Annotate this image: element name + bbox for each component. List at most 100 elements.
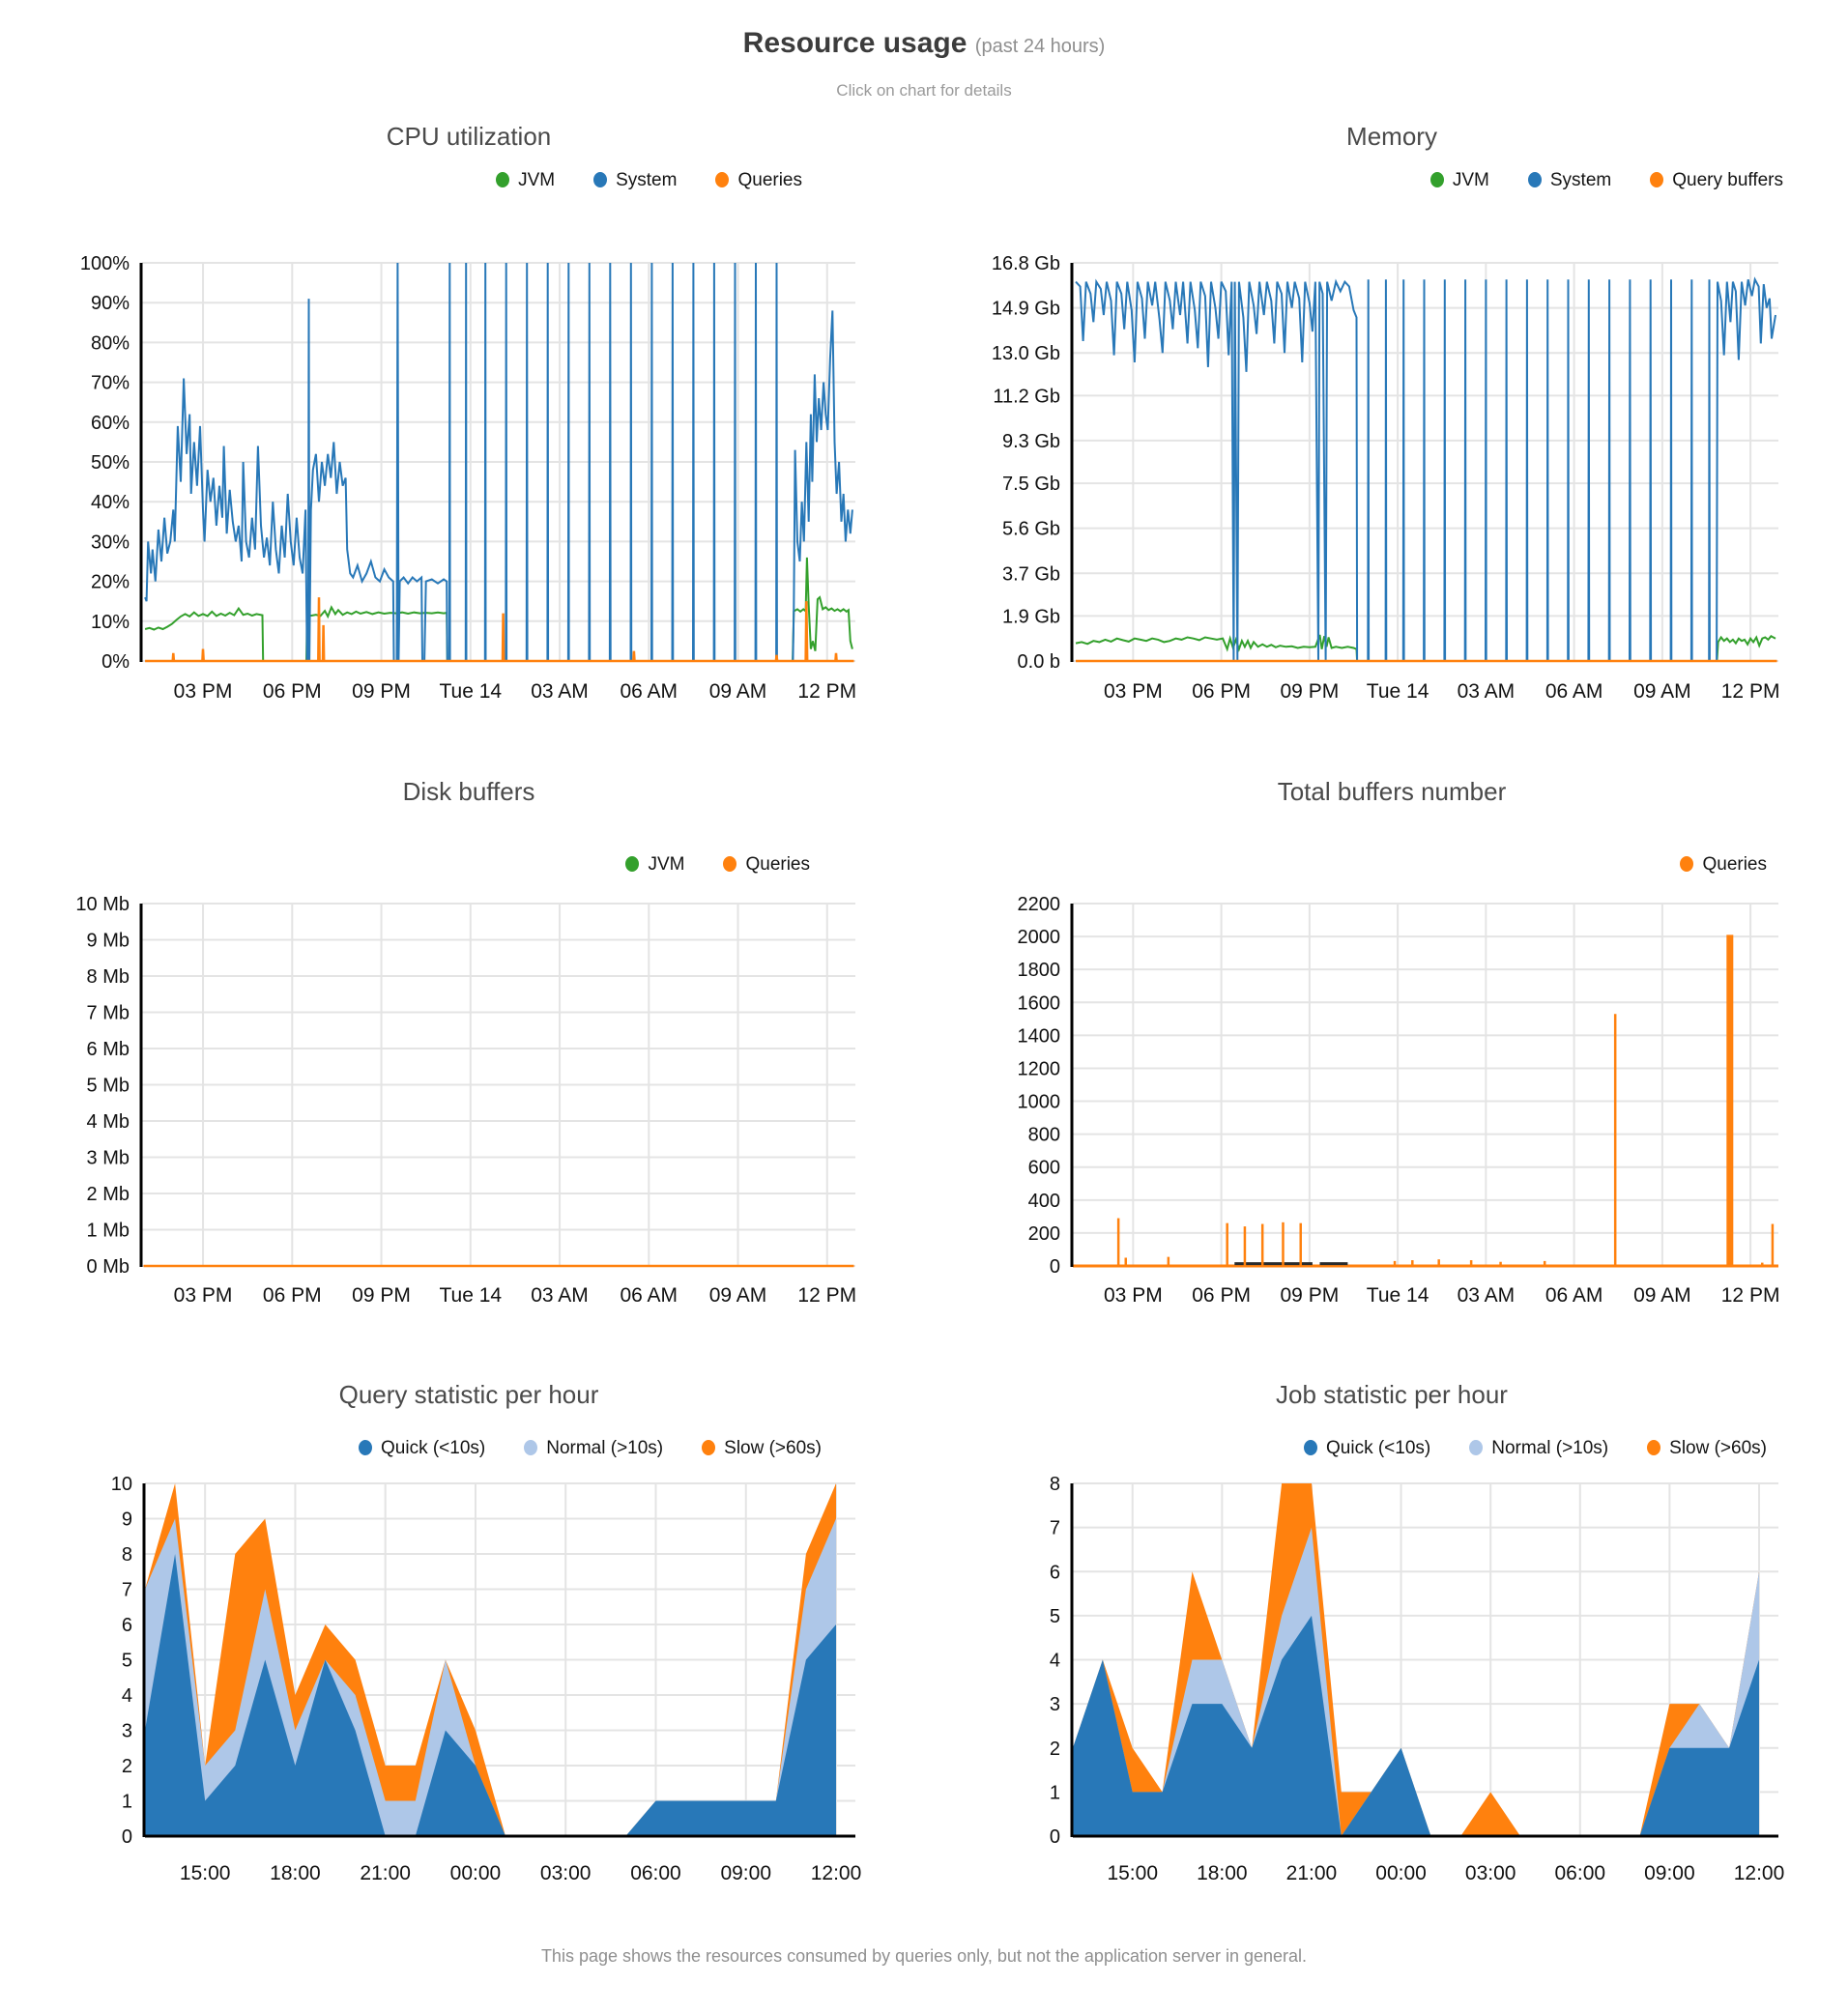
cpu-y-tick-label: 20%: [91, 572, 130, 593]
blue-legend-dot-icon: [359, 1440, 372, 1455]
legend-label: JVM: [1452, 170, 1489, 190]
memory-x-tick-label: 09 AM: [1633, 680, 1691, 703]
query-x-tick-label: 21:00: [360, 1862, 411, 1884]
memory-x-tick-label: Tue 14: [1367, 680, 1429, 703]
memory-y-tick-label: 14.9 Gb: [992, 299, 1060, 320]
job-x-tick-label: 18:00: [1197, 1862, 1248, 1884]
light_blue-legend-dot-icon: [1469, 1440, 1484, 1455]
legend-label: Queries: [745, 854, 810, 875]
disk-buffers-chart-title: Disk buffers: [402, 777, 535, 806]
query-statistic-chart-legend: Quick (<10s) Normal (>10s) Slow (>60s): [145, 1438, 822, 1463]
total-y-tick-label: 200: [1028, 1223, 1060, 1245]
orange-legend-dot-icon: [723, 856, 737, 872]
cpu-x-tick-label: 06 AM: [621, 680, 679, 703]
green-legend-dot-icon: [625, 856, 640, 872]
total-y-tick-label: 1600: [1018, 992, 1061, 1014]
memory-y-tick-label: 3.7 Gb: [1002, 563, 1060, 585]
job-x-tick-label: 00:00: [1375, 1862, 1427, 1884]
query-x-tick-label: 06:00: [630, 1862, 681, 1884]
job-x-tick-label: 09:00: [1644, 1862, 1695, 1884]
query-y-tick-label: 9: [122, 1509, 132, 1531]
legend-label: System: [616, 170, 678, 190]
query-statistic-chart-title: Query statistic per hour: [338, 1380, 599, 1409]
job-statistic-chart-legend: Quick (<10s) Normal (>10s) Slow (>60s): [1073, 1438, 1767, 1463]
job-x-tick-label: 03:00: [1465, 1862, 1516, 1884]
orange-legend-dot-icon: [1647, 1440, 1661, 1455]
job-y-tick-label: 0: [1050, 1826, 1060, 1848]
legend-label: JVM: [648, 854, 685, 875]
job-y-tick-label: 6: [1050, 1562, 1060, 1583]
total-buffers-chart-title: Total buffers number: [1277, 777, 1507, 806]
memory-x-tick-label: 06 PM: [1192, 680, 1251, 703]
total-y-tick-label: 2000: [1018, 927, 1061, 948]
query-y-tick-label: 3: [122, 1721, 132, 1742]
legend-label: Queries: [1702, 854, 1767, 875]
total-x-tick-label: Tue 14: [1367, 1284, 1429, 1307]
cpu-y-tick-label: 70%: [91, 373, 130, 394]
job-y-tick-label: 3: [1050, 1694, 1060, 1715]
memory-y-tick-label: 7.5 Gb: [1002, 474, 1060, 495]
query-y-tick-label: 6: [122, 1615, 132, 1636]
cpu-legend-item: Queries: [715, 170, 802, 190]
disk-buffers-chart-plot[interactable]: 0 Mb 1 Mb 2 Mb 3 Mb 4 Mb 5 Mb 6 Mb 7 Mb 8 Mb 9 Mb…: [0, 870, 924, 1353]
orange-legend-dot-icon: [1650, 172, 1664, 187]
cpu-chart-plot[interactable]: 0% 10% 20% 30% 40% 50% 60% 70% 80% 90% 100% 03 PM 06…: [0, 232, 924, 744]
disk-y-tick-label: 7 Mb: [87, 1003, 130, 1024]
page-title-text: Resource usage: [742, 27, 967, 59]
light_blue-legend-dot-icon: [524, 1440, 538, 1455]
total-x-tick-label: 03 AM: [1458, 1284, 1516, 1307]
query-x-tick-label: 12:00: [811, 1862, 862, 1884]
disk-legend-item: Queries: [723, 854, 810, 875]
disk-x-tick-label: 09 AM: [709, 1284, 767, 1307]
disk-legend-item: JVM: [625, 854, 684, 875]
job-statistic-chart-plot[interactable]: 0 1 2 3 4 5 6 7 8 15:00 18:00 21:00 00:00 03:00 06:00 0…: [924, 1450, 1848, 1928]
page-title: Resource usage (past 24 hours): [0, 27, 1848, 60]
cpu-x-tick-label: 06 PM: [263, 680, 322, 703]
query-x-tick-label: 15:00: [180, 1862, 231, 1884]
query-y-tick-label: 8: [122, 1544, 132, 1566]
disk-x-tick-label: 06 AM: [621, 1284, 679, 1307]
query-legend-item: Slow (>60s): [702, 1438, 822, 1458]
disk-buffers-chart-legend: JVM Queries: [142, 854, 810, 879]
query-x-tick-label: 03:00: [540, 1862, 592, 1884]
job-legend-item: Quick (<10s): [1304, 1438, 1430, 1458]
job-legend-item: Normal (>10s): [1469, 1438, 1608, 1458]
orange-legend-dot-icon: [715, 172, 730, 187]
memory-chart-plot[interactable]: 0.0 b 1.9 Gb 3.7 Gb 5.6 Gb 7.5 Gb 9.3 Gb 11.2 …: [924, 232, 1848, 744]
query-y-tick-label: 7: [122, 1580, 132, 1601]
job-y-tick-label: 5: [1050, 1606, 1060, 1627]
page-subtitle: Click on chart for details: [836, 81, 1012, 100]
query-y-tick-label: 0: [122, 1826, 132, 1848]
job-y-tick-label: 7: [1050, 1518, 1060, 1539]
total-y-tick-label: 600: [1028, 1158, 1060, 1179]
cpu-y-tick-label: 60%: [91, 413, 130, 434]
cpu-y-tick-label: 10%: [91, 612, 130, 633]
disk-y-tick-label: 8 Mb: [87, 966, 130, 988]
job-y-tick-label: 8: [1050, 1474, 1060, 1495]
job-x-tick-label: 21:00: [1286, 1862, 1338, 1884]
query-statistic-chart-plot[interactable]: 0 1 2 3 4 5 6 7 8 9 10 15:00 18:00 21:00 00:00 03:00 06:…: [0, 1450, 924, 1928]
total-buffers-chart-plot[interactable]: 0 200 400 600 800 1000 1200 1400 1600 1800 2000 220…: [924, 870, 1848, 1353]
total-y-tick-label: 0: [1050, 1256, 1060, 1278]
cpu-y-tick-label: 100%: [80, 253, 130, 274]
green-legend-dot-icon: [1429, 172, 1444, 187]
query-legend-item: Quick (<10s): [359, 1438, 485, 1458]
query-y-tick-label: 2: [122, 1756, 132, 1777]
total-y-tick-label: 1000: [1018, 1092, 1061, 1113]
disk-y-tick-label: 4 Mb: [87, 1111, 130, 1133]
cpu-x-tick-label: 09 PM: [352, 680, 411, 703]
cpu-y-tick-label: 40%: [91, 492, 130, 513]
cpu-x-tick-label: 09 AM: [709, 680, 767, 703]
query-y-tick-label: 10: [111, 1474, 132, 1495]
job-legend-item: Slow (>60s): [1647, 1438, 1767, 1458]
disk-x-tick-label: 03 AM: [531, 1284, 589, 1307]
job-x-tick-label: 06:00: [1555, 1862, 1606, 1884]
cpu-x-tick-label: 03 AM: [531, 680, 589, 703]
memory-chart-title: Memory: [1346, 122, 1437, 151]
total-y-tick-label: 800: [1028, 1125, 1060, 1146]
legend-label: System: [1549, 170, 1612, 190]
memory-y-tick-label: 11.2 Gb: [993, 386, 1060, 407]
memory-x-tick-label: 12 PM: [1721, 680, 1780, 703]
cpu-legend-item: System: [593, 170, 677, 190]
